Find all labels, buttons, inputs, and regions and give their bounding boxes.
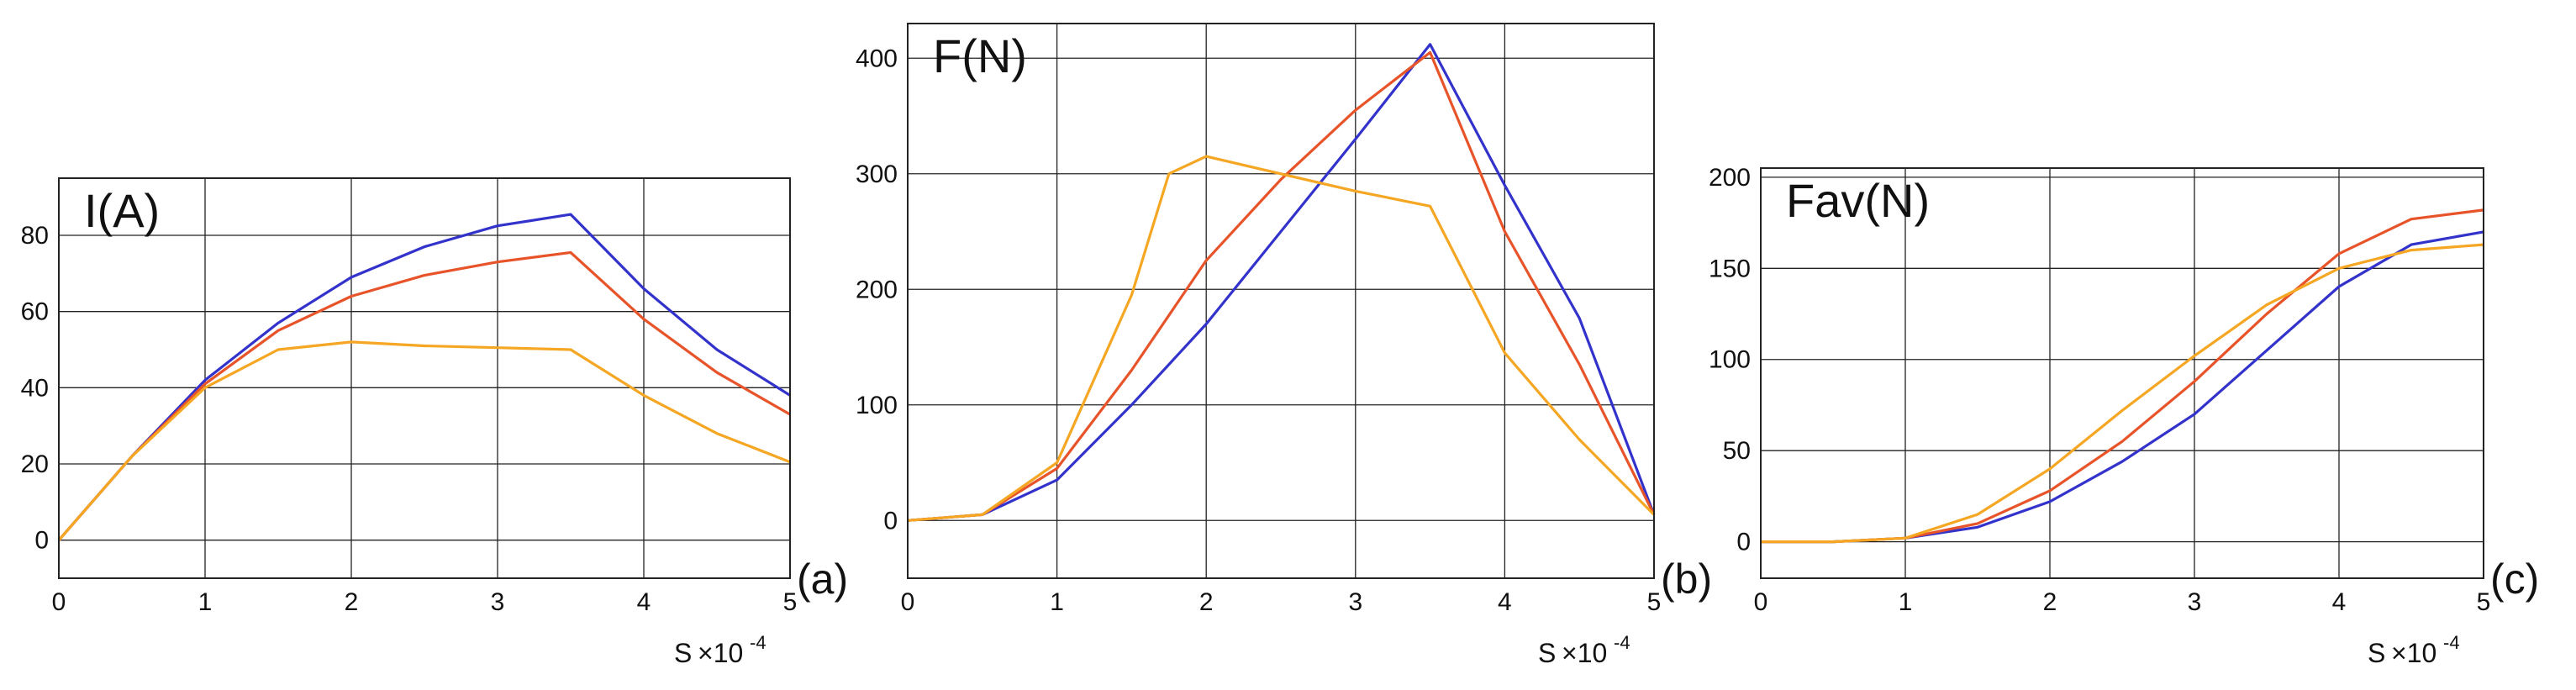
y-tick-label: 100 — [1709, 346, 1751, 374]
series-line — [907, 43, 1656, 522]
plot-area — [908, 24, 1654, 578]
y-tick-label: 40 — [21, 374, 49, 402]
x-axis-multiplier: ×10 — [698, 638, 743, 668]
x-tick-label: 4 — [2332, 588, 2347, 616]
panel-label: (c) — [2490, 556, 2539, 603]
y-tick-label: 80 — [21, 222, 49, 250]
y-tick-label: 400 — [856, 45, 898, 72]
x-tick-label: 0 — [901, 588, 915, 616]
y-axis-label: F(N) — [933, 29, 1027, 82]
y-tick-label: 200 — [856, 276, 898, 303]
series-line — [57, 340, 791, 541]
plot-frame — [907, 23, 1655, 579]
y-tick-label: 60 — [21, 298, 49, 326]
x-tick-label: 1 — [1050, 588, 1064, 616]
series-line — [907, 50, 1656, 522]
y-axis-label: Fav(N) — [1786, 174, 1930, 227]
x-axis-label-symbol: S — [1538, 638, 1556, 668]
x-tick-label: 5 — [2477, 588, 2491, 616]
plot-area — [59, 178, 790, 578]
y-tick-label: 50 — [1723, 437, 1751, 465]
series-line — [1761, 243, 2484, 544]
panel-b: 0 1 2 3 4 5 0 100 200 300 400 F(N) (b) S ×10 -4 — [856, 23, 1712, 668]
x-tick-label: 0 — [52, 588, 66, 616]
plot-frame — [58, 177, 791, 579]
x-tick-label: 2 — [2043, 588, 2057, 616]
y-tick-label: 20 — [21, 450, 49, 478]
x-tick-label: 5 — [783, 588, 798, 616]
x-axis-label: S ×10 -4 — [1538, 632, 1630, 668]
x-axis-multiplier: ×10 — [2391, 638, 2436, 668]
x-axis-multiplier: ×10 — [1562, 638, 1607, 668]
x-tick-label: 2 — [1199, 588, 1214, 616]
series-line — [907, 155, 1656, 522]
x-axis-label: S ×10 -4 — [2368, 632, 2460, 668]
y-tick-label: 300 — [856, 161, 898, 188]
plot-area — [1761, 168, 2484, 578]
y-tick-label: 200 — [1709, 164, 1751, 192]
x-axis-exponent: -4 — [2443, 632, 2460, 653]
y-tick-label: 150 — [1709, 255, 1751, 282]
y-tick-label: 0 — [883, 507, 898, 535]
series-line — [57, 250, 791, 541]
panel-a: 0 1 2 3 4 5 0 20 40 60 80 I(A) (a) S ×10 -4 — [21, 177, 848, 668]
y-tick-label: 0 — [34, 527, 49, 555]
series-line — [57, 213, 791, 541]
x-tick-label: 4 — [637, 588, 651, 616]
y-tick-label: 100 — [856, 392, 898, 419]
y-tick-label: 0 — [1736, 529, 1751, 556]
x-tick-label: 1 — [1899, 588, 1913, 616]
y-axis-label: I(A) — [84, 184, 160, 237]
x-tick-label: 3 — [1348, 588, 1362, 616]
x-axis-label: S ×10 -4 — [674, 632, 766, 668]
x-axis-label-symbol: S — [674, 638, 692, 668]
x-tick-label: 3 — [491, 588, 505, 616]
x-axis-exponent: -4 — [1614, 632, 1630, 653]
x-tick-label: 3 — [2188, 588, 2202, 616]
x-tick-label: 5 — [1647, 588, 1662, 616]
x-axis-exponent: -4 — [750, 632, 766, 653]
x-tick-label: 0 — [1754, 588, 1768, 616]
plot-frame — [1760, 167, 2484, 579]
panel-label: (a) — [797, 556, 848, 603]
x-axis-label-symbol: S — [2368, 638, 2385, 668]
x-tick-label: 2 — [345, 588, 359, 616]
x-tick-label: 1 — [198, 588, 213, 616]
x-tick-label: 4 — [1498, 588, 1512, 616]
panel-label: (b) — [1661, 556, 1712, 603]
